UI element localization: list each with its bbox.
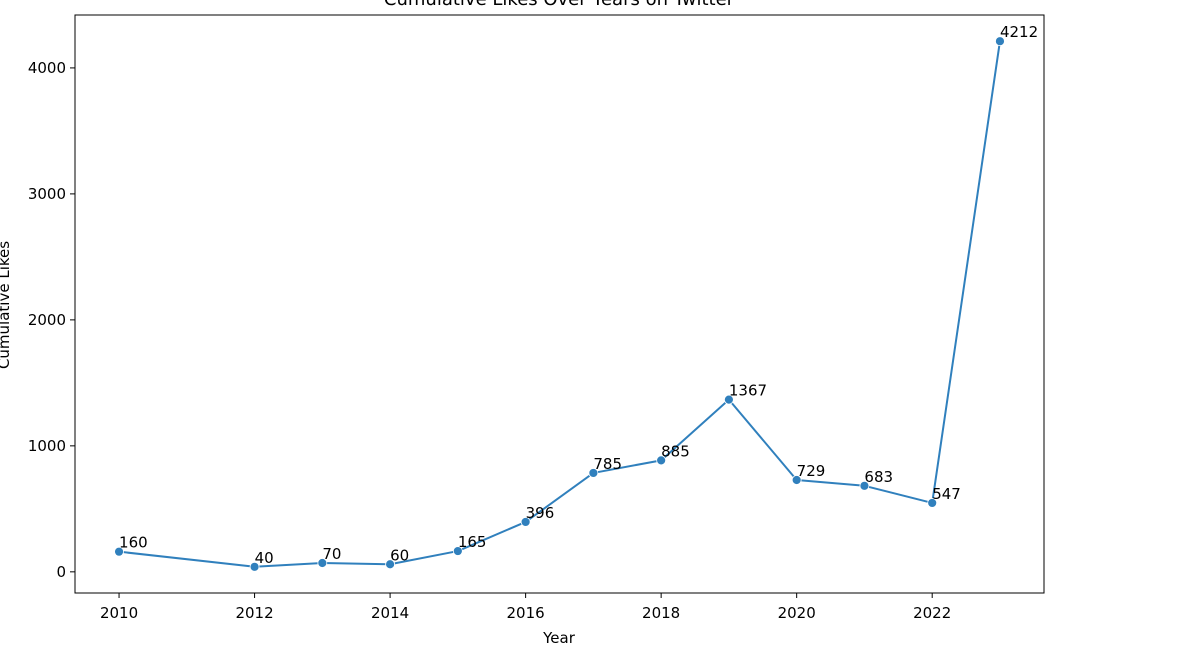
x-tick-label: 2014 <box>371 604 409 622</box>
series-layer <box>114 36 1005 572</box>
plot-border <box>74 14 1045 594</box>
data-label: 396 <box>526 504 555 522</box>
data-label: 729 <box>797 462 826 480</box>
data-point <box>588 468 599 478</box>
data-point <box>995 36 1005 47</box>
data-point <box>520 517 531 527</box>
data-label: 4212 <box>1000 23 1038 41</box>
data-label: 1367 <box>729 382 767 400</box>
y-axis-title: Cumulative Likes <box>0 241 13 369</box>
data-point <box>385 559 395 570</box>
x-axis-title: Year <box>542 629 576 647</box>
data-label: 885 <box>661 442 690 460</box>
data-point <box>656 455 667 466</box>
y-tick-label: 0 <box>56 563 66 581</box>
y-tick-label: 4000 <box>28 59 66 77</box>
data-point <box>317 558 328 568</box>
data-point <box>859 480 870 491</box>
data-label: 165 <box>458 533 487 551</box>
data-point <box>791 475 802 485</box>
data-label: 547 <box>932 485 961 503</box>
x-tick-label: 2022 <box>913 604 951 622</box>
x-tick-label: 2020 <box>778 604 816 622</box>
data-label: 60 <box>390 546 409 564</box>
data-point <box>724 394 734 405</box>
data-point <box>452 546 463 556</box>
y-tick-label: 1000 <box>28 437 66 455</box>
y-axis: 0 1000 2000 3000 4000 <box>28 59 75 581</box>
x-tick-label: 2010 <box>100 604 138 622</box>
chart-title: Cumulative Likes Over Years on Twitter <box>384 0 735 10</box>
data-point <box>249 561 260 572</box>
x-tick-label: 2016 <box>507 604 545 622</box>
x-tick-label: 2018 <box>642 604 680 622</box>
data-point <box>114 546 124 557</box>
data-label: 160 <box>119 534 148 552</box>
y-tick-label: 3000 <box>28 185 66 203</box>
data-labels-layer: 160 40 70 60 165 396 785 885 1367 729 683 547 4212 <box>119 23 1038 567</box>
data-label: 70 <box>322 545 341 563</box>
data-label: 40 <box>255 549 274 567</box>
data-label: 683 <box>864 468 893 486</box>
data-label: 785 <box>593 455 622 473</box>
x-tick-label: 2012 <box>235 604 273 622</box>
y-tick-label: 2000 <box>28 311 66 329</box>
data-point <box>927 498 938 508</box>
x-axis: 2010 2012 2014 2016 2018 2020 2022 <box>100 593 951 622</box>
plot-frame <box>74 14 1045 594</box>
